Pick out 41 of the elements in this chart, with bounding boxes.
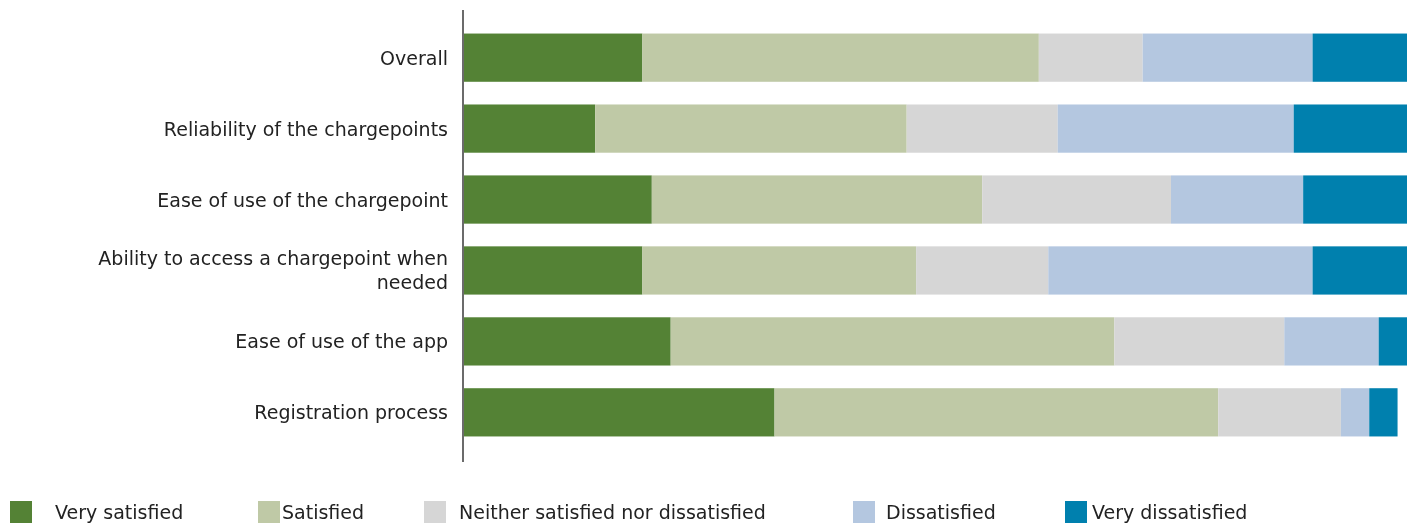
bar	[463, 104, 596, 153]
bar	[1171, 175, 1304, 224]
bar	[1303, 175, 1407, 224]
bar	[1293, 104, 1407, 153]
y-tick-label: Registration process	[254, 401, 448, 424]
bar	[1312, 246, 1407, 295]
bar	[1048, 246, 1313, 295]
bar	[463, 388, 775, 437]
bar	[1284, 317, 1379, 366]
bar	[774, 388, 1219, 437]
legend-label: Neither satisfied nor dissatisfied	[459, 501, 766, 523]
y-tick-label: Ability to access a chargepoint when needed	[98, 247, 448, 294]
bar	[1369, 388, 1398, 437]
bar	[642, 246, 917, 295]
y-tick-label: Overall	[380, 46, 448, 69]
bar	[463, 33, 643, 82]
bar	[1340, 388, 1370, 437]
y-tick-label: Ease of use of the app	[235, 330, 448, 353]
legend-label: Satisfied	[282, 501, 365, 523]
bar	[1038, 33, 1143, 82]
legend-label: Very dissatisfied	[1092, 501, 1248, 523]
bar	[651, 175, 983, 224]
y-tick-label: Ease of use of the chargepoint	[157, 188, 448, 211]
legend-label: Dissatisfied	[886, 501, 996, 523]
bar	[642, 33, 1039, 82]
bar	[1142, 33, 1313, 82]
bar	[1114, 317, 1285, 366]
bar	[595, 104, 907, 153]
bar	[1378, 317, 1407, 366]
bar	[982, 175, 1171, 224]
y-tick-label: Reliability of the chargepoints	[163, 117, 448, 140]
bar	[1057, 104, 1294, 153]
bar	[1312, 33, 1407, 82]
bar	[463, 246, 643, 295]
bar	[916, 246, 1049, 295]
bar	[1218, 388, 1341, 437]
legend-label: Very satisfied	[55, 501, 184, 523]
bar	[670, 317, 1115, 366]
bar	[463, 317, 671, 366]
bar	[463, 175, 652, 224]
bar	[906, 104, 1058, 153]
